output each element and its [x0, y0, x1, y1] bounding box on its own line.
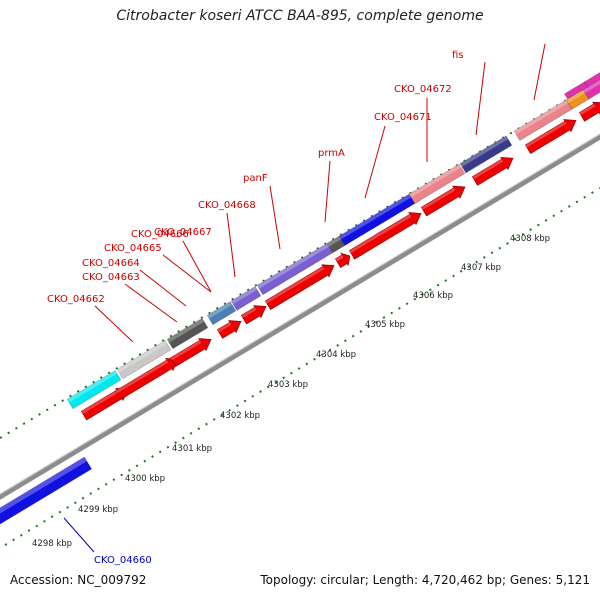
- scale-label: 4303 kbp: [268, 380, 308, 390]
- gene-label-cko_04665: CKO_04665: [104, 243, 162, 254]
- scale-label: 4306 kbp: [413, 291, 453, 301]
- gene-label-cko_04663: CKO_04663: [82, 272, 140, 283]
- gene-labels: CKO_04662 CKO_04663 CKO_04664 CKO_04665 CKO_…: [47, 43, 546, 566]
- leader-line: [94, 305, 134, 343]
- cog-block-navy: [459, 135, 513, 174]
- leader-line: [324, 160, 331, 223]
- leader-line: [475, 61, 486, 136]
- gene-label-cko_04671: CKO_04671: [374, 112, 432, 123]
- leader-line: [182, 240, 212, 293]
- leader-line: [533, 43, 546, 101]
- cog-block-lightgray: [116, 340, 172, 380]
- cog-feature-track: [0, 72, 600, 525]
- leader-line: [226, 212, 236, 278]
- cds-arrow: [471, 156, 514, 186]
- scale-label: 4304 kbp: [316, 350, 356, 360]
- scale-label: 4305 kbp: [365, 320, 405, 330]
- leader-line: [63, 517, 95, 553]
- leader-line: [269, 185, 281, 250]
- cds-arrow: [348, 212, 422, 260]
- cds-arrow: [420, 185, 466, 217]
- cog-block-purple-small: [230, 286, 262, 311]
- backbone: [0, 133, 600, 500]
- scale-label: 4299 kbp: [78, 505, 118, 515]
- scale-label: 4301 kbp: [172, 444, 212, 454]
- scale-label: 4302 kbp: [220, 411, 260, 421]
- leader-line: [139, 269, 187, 307]
- gene-label-cko_04666: CKO_04666: [131, 229, 189, 240]
- map-title: Citrobacter koseri ATCC BAA-895, complet…: [116, 8, 484, 24]
- cds-arrow-track: [80, 101, 600, 421]
- gene-label-cko_04667: CKO_04667: [154, 227, 212, 238]
- scale-label: 4300 kbp: [125, 474, 165, 484]
- cog-block-pink: [408, 163, 466, 204]
- cds-arrow: [240, 305, 267, 325]
- cog-block-darkgray: [166, 317, 209, 350]
- backbone-line: [0, 134, 600, 500]
- cds-arrow: [169, 338, 212, 367]
- cds-arrow: [524, 119, 577, 154]
- cog-block-blue-left: [0, 456, 93, 525]
- leader-line: [162, 254, 212, 293]
- scale-label: 4307 kbp: [461, 263, 501, 273]
- accession-text: Accession: NC_009792: [10, 573, 147, 587]
- dotted-tick-rings: [0, 79, 600, 546]
- cog-block-steel: [206, 301, 237, 326]
- gene-label-cko_04662: CKO_04662: [47, 294, 105, 305]
- scale-label: 4308 kbp: [510, 234, 550, 244]
- cog-block-magenta-upper-2: [584, 72, 600, 88]
- leader-line: [364, 125, 386, 199]
- scale-label: 4298 kbp: [32, 539, 72, 549]
- gene-label-fis: fis: [452, 50, 464, 61]
- cog-block-magenta: [582, 79, 600, 100]
- cds-arrow: [578, 101, 600, 122]
- cds-arrow: [334, 252, 351, 268]
- cds-arrow: [264, 264, 335, 310]
- genome-summary-text: Topology: circular; Length: 4,720,462 bp…: [260, 573, 590, 587]
- cog-block-cyan: [66, 370, 122, 410]
- gene-label-panf: panF: [243, 173, 268, 184]
- backbone-highlight: [0, 133, 600, 495]
- gene-label-cko_04660: CKO_04660: [94, 555, 152, 566]
- gene-label-cko_04672: CKO_04672: [394, 84, 452, 95]
- kbp-scale: 4298 kbp 4299 kbp 4300 kbp 4301 kbp 4302 kbp…: [32, 234, 550, 549]
- gene-label-cko_04668: CKO_04668: [198, 200, 256, 211]
- cds-arrow: [216, 320, 242, 339]
- gene-label-prma: prmA: [318, 148, 345, 159]
- leader-line: [124, 283, 178, 323]
- gene-label-cko_04664: CKO_04664: [82, 258, 140, 269]
